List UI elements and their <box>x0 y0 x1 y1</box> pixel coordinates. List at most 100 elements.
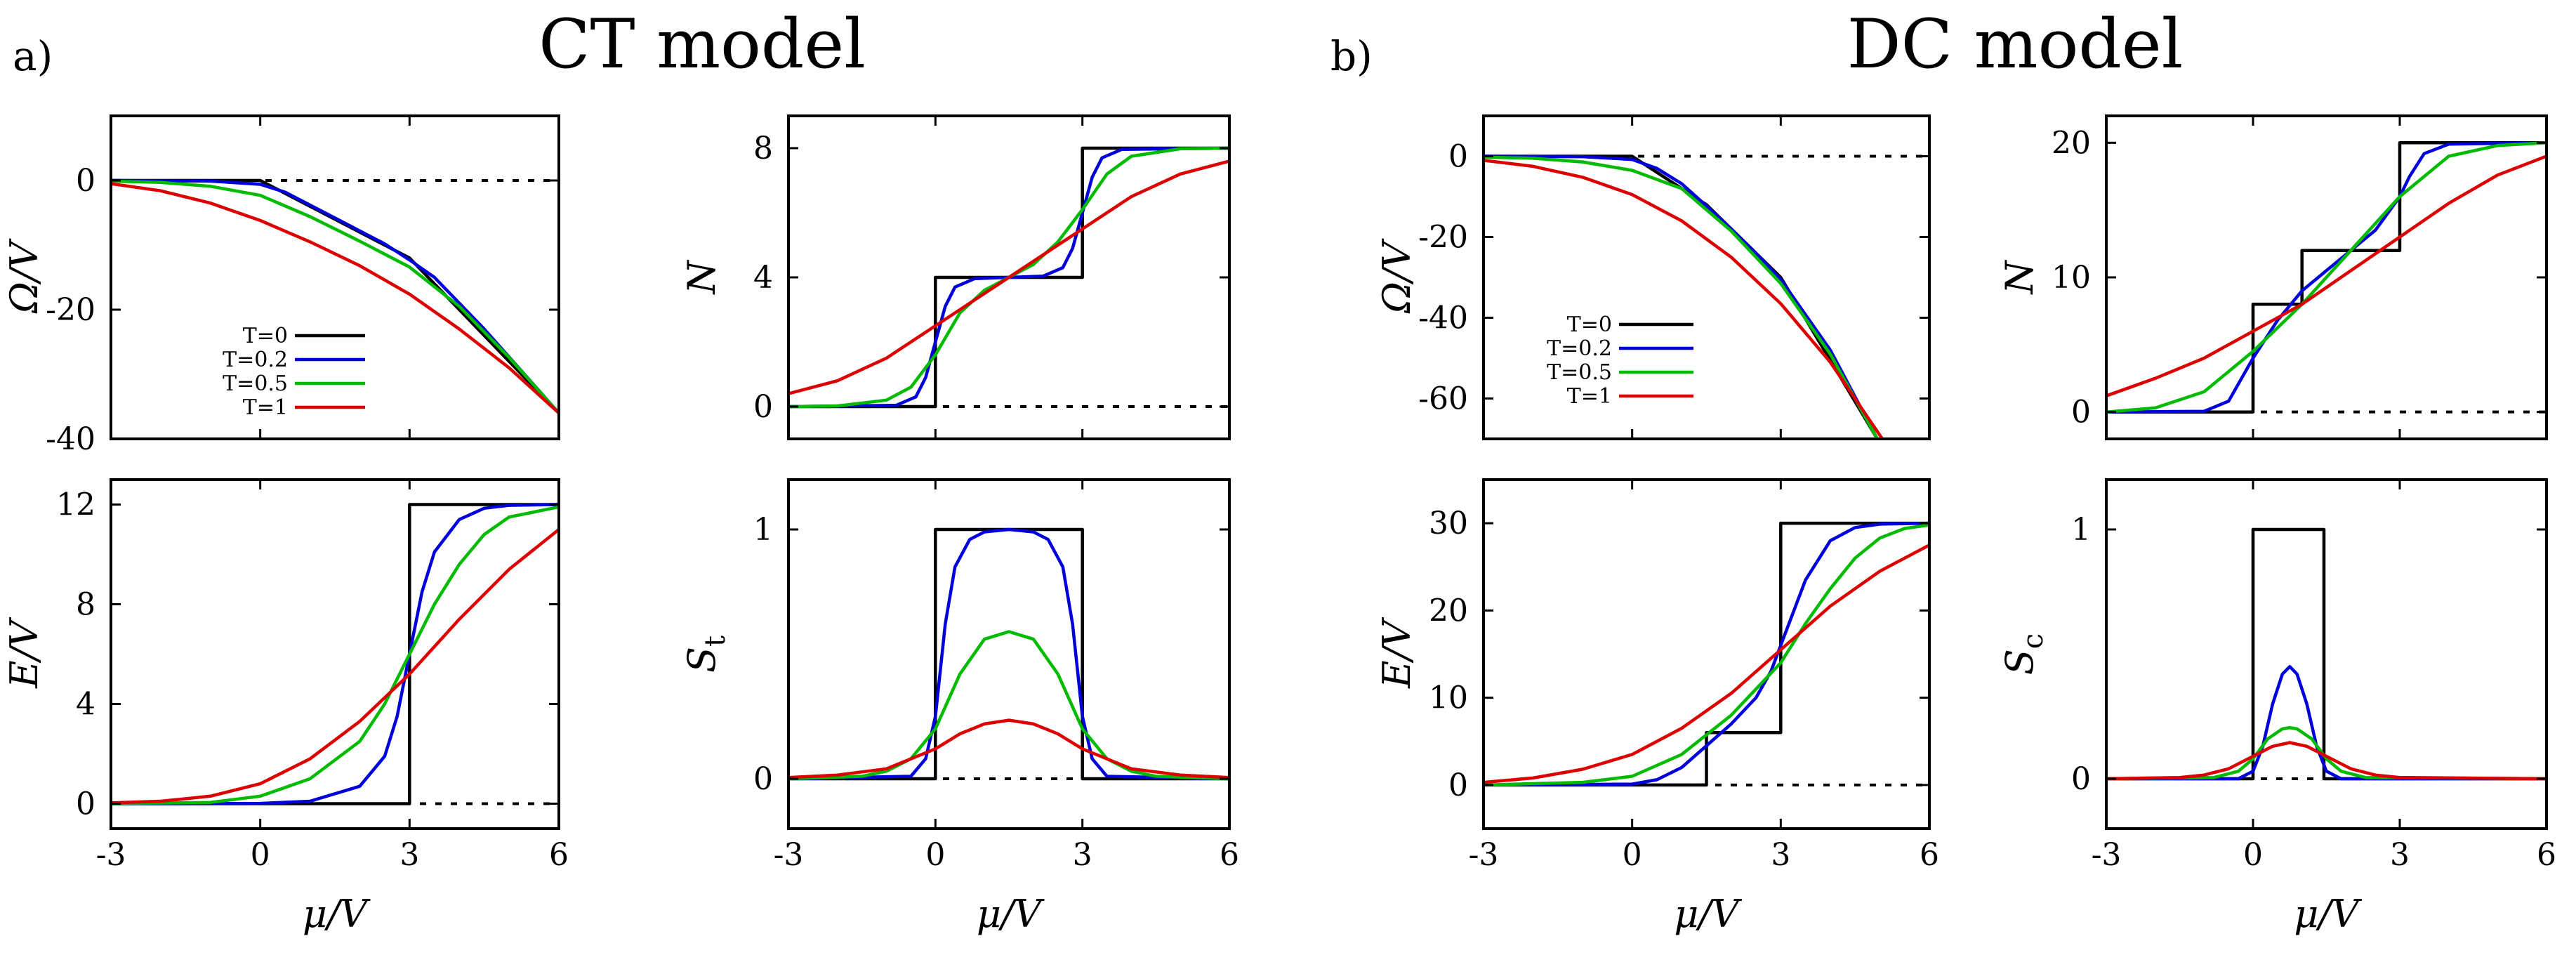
series-line-t-0 <box>2106 141 2547 414</box>
y-tick-label: 0 <box>76 786 95 822</box>
y-axis-label: E/V <box>1375 617 1419 689</box>
y-tick-label: -20 <box>1418 220 1468 256</box>
series-line-t-0-2 <box>2106 665 2547 781</box>
series-line-t-0-2 <box>111 178 559 415</box>
x-tick-label: -3 <box>2092 837 2122 873</box>
y-axis-label: N <box>680 260 724 296</box>
y-tick-label: 0 <box>753 761 773 797</box>
y-axis-label: E/V <box>2 617 46 689</box>
legend-label: T=0 <box>1567 312 1612 337</box>
title-ct-model: CT model <box>539 5 866 84</box>
x-tick-label: 6 <box>1920 837 1939 873</box>
x-tick-label: 6 <box>1220 837 1239 873</box>
series-line-t-0 <box>111 178 559 415</box>
plot-frame <box>1482 114 1931 440</box>
y-tick-label: 10 <box>1429 680 1468 716</box>
panel-dc_omega: 0 -20 -40 -60 Ω/V <box>1375 114 1931 440</box>
x-axis-label: μ/V <box>2294 892 2362 936</box>
panel-letter-a: a) <box>13 32 53 80</box>
y-tick-label: 20 <box>1429 593 1468 628</box>
series-group <box>1484 521 1929 787</box>
y-tick-label: 4 <box>76 687 95 723</box>
x-tick-label: 6 <box>2537 837 2556 873</box>
x-tick-label: 0 <box>925 837 945 873</box>
x-tick-label: 0 <box>251 837 270 873</box>
legend-dc: T=0T=0.2T=0.5T=1 <box>1547 312 1693 409</box>
y-tick-label: 8 <box>76 587 95 623</box>
series-line-t-0-5 <box>2106 141 2547 414</box>
series-line-t-1 <box>1484 159 1884 439</box>
y-tick-label: -40 <box>46 421 95 457</box>
panel-ct_omega: 0 -20 -40 Ω/V <box>2 114 560 457</box>
y-tick-label: 30 <box>1429 506 1468 541</box>
y-tick-label: 0 <box>2071 395 2091 430</box>
plot-frame <box>1482 478 1931 830</box>
title-dc-model: DC model <box>1847 5 2184 84</box>
y-axis-label: Ω/V <box>2 238 46 314</box>
series-group <box>111 503 559 805</box>
plot-frame <box>110 478 560 830</box>
y-tick-label: 0 <box>1448 139 1468 175</box>
legend-label: T=0.2 <box>223 348 288 372</box>
panel-ct_entropy: -3 0 3 6 1 0 St μ/V <box>680 478 1239 936</box>
legend-label: T=0.2 <box>1547 336 1612 361</box>
x-axis-label: μ/V <box>303 892 371 936</box>
x-tick-label: 3 <box>1771 837 1790 873</box>
y-tick-label: 0 <box>1448 768 1468 803</box>
series-line-t-1 <box>1484 543 1929 784</box>
x-tick-label: 6 <box>549 837 569 873</box>
y-tick-label: 8 <box>753 131 773 166</box>
y-axis-label-main: S <box>680 647 724 673</box>
y-axis-label: Sc <box>1997 633 2049 675</box>
series-line-t-0-5 <box>111 179 559 415</box>
series-line-t-0-2 <box>1484 521 1929 787</box>
series-group <box>788 527 1229 781</box>
series-line-t-1 <box>2106 154 2547 397</box>
series-line-t-1 <box>788 159 1229 395</box>
y-axis-label-subscript: c <box>2017 633 2049 649</box>
series-group <box>788 146 1229 409</box>
y-axis-label-subscript: t <box>699 635 732 647</box>
series-line-t-1 <box>2106 741 2547 781</box>
x-axis-label: μ/V <box>977 892 1045 936</box>
series-group <box>2106 527 2547 781</box>
legend-ct: T=0T=0.2T=0.5T=1 <box>223 324 365 420</box>
x-tick-label: 3 <box>399 837 419 873</box>
series-line-t-1 <box>111 527 559 805</box>
x-tick-label: 3 <box>2390 837 2410 873</box>
series-group <box>1484 154 1884 439</box>
legend-label: T=0 <box>243 324 288 348</box>
series-line-t-0 <box>1484 521 1929 787</box>
plot-frame <box>2105 478 2548 830</box>
y-tick-label: 0 <box>753 389 773 425</box>
y-tick-label: -40 <box>1418 301 1468 336</box>
series-group <box>2106 141 2547 414</box>
legend-label: T=0.5 <box>223 371 288 396</box>
series-line-t-0-5 <box>788 630 1229 781</box>
legend-label: T=1 <box>1567 384 1612 409</box>
series-line-t-0-5 <box>1484 155 1880 439</box>
series-line-t-0-2 <box>1484 154 1880 439</box>
x-tick-label: -3 <box>1469 837 1499 873</box>
y-tick-label: 1 <box>2071 512 2091 548</box>
series-line-t-0-5 <box>111 505 559 805</box>
panel-dc_n: 20 10 0 N <box>1997 114 2548 440</box>
panel-dc_entropy: -3 0 3 6 1 0 Sc μ/V <box>1997 478 2556 936</box>
series-line-t-1 <box>788 718 1229 779</box>
x-tick-label: 3 <box>1073 837 1092 873</box>
x-tick-label: 0 <box>1623 837 1642 873</box>
panel-ct_n: 8 4 0 N <box>680 114 1231 440</box>
y-axis-label-main: S <box>1997 649 2042 675</box>
y-tick-label: 12 <box>56 487 95 523</box>
y-axis-label: St <box>680 635 732 673</box>
plot-frame <box>787 478 1231 830</box>
y-tick-label: 4 <box>753 260 773 296</box>
panel-letter-b: b) <box>1330 32 1373 80</box>
series-group <box>111 178 559 415</box>
series-line-t-0-5 <box>2106 725 2547 781</box>
legend: T=0T=0.2T=0.5T=1T=0T=0.2T=0.5T=1 <box>223 312 1693 420</box>
series-line-t-1 <box>111 182 559 415</box>
